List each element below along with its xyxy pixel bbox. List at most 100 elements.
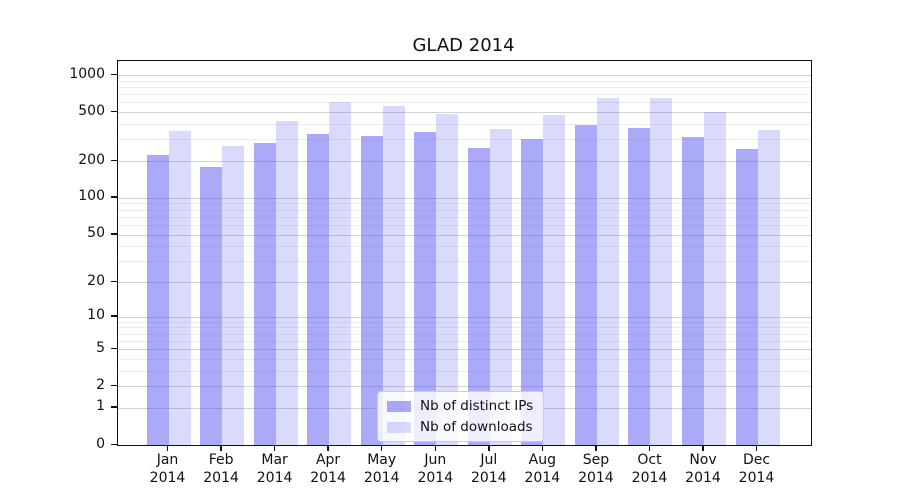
bar-downloads-may	[382, 106, 405, 445]
y-tick-mark	[111, 73, 117, 75]
x-tick-mark	[595, 445, 597, 451]
x-tick-mark	[380, 445, 383, 451]
bar-distinct-ips-feb	[200, 166, 223, 445]
chart-title: GLAD 2014	[412, 35, 515, 56]
legend-label-downloads: Nb of downloads	[420, 419, 533, 435]
y-tick-mark	[111, 443, 117, 445]
bar-downloads-mar	[275, 120, 298, 445]
y-tick-label: 200	[78, 151, 105, 168]
bar-downloads-jun	[436, 113, 459, 445]
minor-gridline	[118, 224, 811, 226]
minor-gridline	[118, 327, 811, 329]
major-gridline	[118, 75, 811, 76]
y-tick-mark	[111, 315, 117, 317]
y-tick-label: 500	[78, 102, 105, 119]
y-tick-mark	[111, 159, 117, 161]
x-tick-mark	[541, 445, 544, 451]
legend-item-downloads: Nb of downloads	[387, 419, 533, 435]
x-tick-mark	[220, 445, 222, 451]
x-tick-label: May 2014	[363, 452, 400, 486]
minor-gridline	[118, 340, 811, 342]
x-tick-mark	[166, 445, 169, 451]
major-gridline	[118, 386, 811, 388]
legend-swatch-distinct-ips-icon	[387, 400, 411, 412]
minor-gridline	[118, 209, 811, 211]
x-tick-label: Jul 2014	[470, 452, 507, 486]
minor-gridline	[118, 94, 811, 96]
y-tick-label: 50	[87, 225, 105, 241]
y-tick-label: 5	[96, 339, 105, 356]
x-tick-mark	[755, 445, 758, 451]
minor-gridline	[118, 246, 811, 248]
bar-distinct-ips-sep	[574, 125, 597, 445]
x-tick-label: Oct 2014	[631, 452, 668, 486]
x-tick-label: Jun 2014	[417, 452, 454, 486]
bar-downloads-nov	[704, 112, 726, 445]
minor-gridline	[118, 333, 811, 335]
minor-gridline	[118, 261, 811, 263]
bar-downloads-jul	[489, 128, 512, 445]
bar-distinct-ips-nov	[682, 136, 704, 445]
x-tick-label: Sep 2014	[578, 452, 614, 486]
y-tick-label: 10	[87, 307, 105, 324]
legend-item-distinct-ips: Nb of distinct IPs	[387, 398, 533, 414]
y-tick-label: 20	[87, 272, 105, 289]
bar-downloads-sep	[596, 98, 619, 445]
bar-distinct-ips-oct	[628, 128, 651, 445]
x-tick-label: Jan 2014	[149, 452, 186, 486]
x-tick-label: Dec 2014	[738, 452, 775, 486]
x-tick-mark	[702, 445, 704, 451]
major-gridline	[118, 316, 811, 318]
minor-gridline	[118, 203, 811, 205]
bar-downloads-jan	[168, 131, 191, 445]
major-gridline	[118, 112, 811, 114]
y-tick-mark	[111, 406, 117, 408]
bar-distinct-ips-aug	[521, 138, 544, 445]
y-tick-mark	[111, 196, 117, 198]
x-tick-mark	[648, 445, 651, 451]
bar-distinct-ips-jun	[414, 131, 437, 445]
bar-downloads-apr	[329, 101, 352, 445]
minor-gridline	[118, 358, 811, 360]
major-gridline	[118, 197, 811, 199]
x-tick-label: Mar 2014	[256, 452, 293, 486]
bar-distinct-ips-dec	[735, 149, 758, 445]
bar-downloads-dec	[757, 129, 780, 445]
minor-gridline	[118, 87, 811, 88]
minor-gridline	[118, 80, 811, 82]
legend: Nb of distinct IPs Nb of downloads	[377, 391, 545, 442]
x-tick-mark	[434, 445, 436, 451]
y-tick-mark	[111, 384, 117, 387]
bar-downloads-feb	[222, 146, 245, 445]
bar-distinct-ips-apr	[307, 134, 330, 445]
bar-distinct-ips-jan	[146, 154, 169, 445]
y-tick-label: 2	[96, 376, 105, 393]
y-tick-label: 0	[96, 435, 105, 452]
minor-gridline	[118, 139, 811, 141]
major-gridline	[118, 349, 811, 351]
legend-swatch-downloads-icon	[387, 421, 411, 433]
y-tick-label: 1000	[69, 65, 105, 82]
major-gridline	[118, 161, 811, 162]
major-gridline	[118, 234, 811, 236]
y-tick-mark	[111, 110, 117, 113]
bar-distinct-ips-mar	[253, 143, 276, 445]
y-tick-label: 100	[78, 188, 105, 205]
major-gridline	[118, 282, 811, 283]
x-tick-label: Aug 2014	[524, 452, 561, 486]
x-tick-label: Apr 2014	[310, 452, 346, 486]
y-tick-label: 1	[96, 398, 105, 415]
bar-downloads-oct	[650, 98, 673, 445]
minor-gridline	[118, 370, 811, 372]
bar-distinct-ips-may	[360, 135, 383, 445]
bar-downloads-aug	[543, 114, 566, 445]
legend-label-distinct-ips: Nb of distinct IPs	[420, 398, 534, 414]
x-tick-label: Nov 2014	[685, 452, 721, 486]
y-tick-mark	[111, 347, 117, 350]
y-tick-mark	[111, 280, 117, 282]
x-tick-mark	[327, 445, 329, 451]
y-tick-mark	[111, 233, 117, 235]
plot-area: Nb of distinct IPs Nb of downloads	[117, 60, 812, 446]
minor-gridline	[118, 216, 811, 218]
